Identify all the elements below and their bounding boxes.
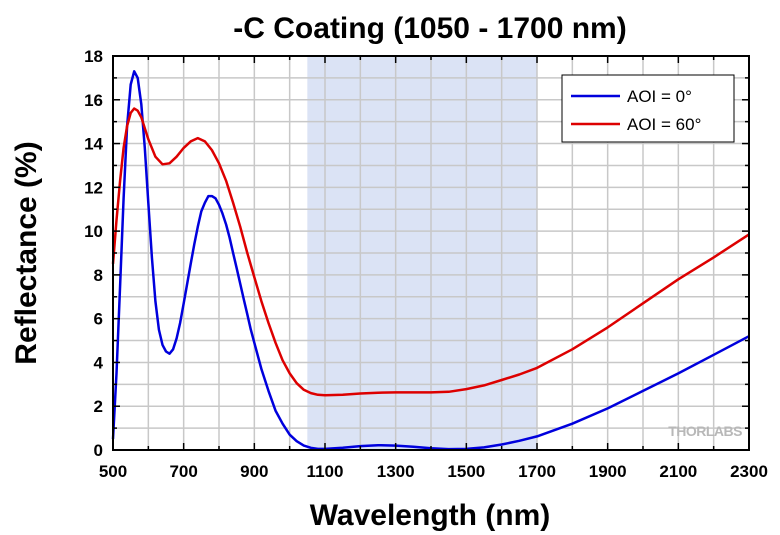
y-tick-label: 6	[94, 310, 103, 329]
y-tick-label: 16	[84, 91, 103, 110]
x-tick-label: 1500	[447, 462, 485, 481]
y-tick-label: 12	[84, 178, 103, 197]
x-axis-label: Wavelength (nm)	[310, 499, 551, 532]
x-tick-label: 2300	[730, 462, 768, 481]
legend-box	[561, 74, 735, 143]
x-tick-label: 1700	[518, 462, 556, 481]
tick-labels: 500 700 900 1100 1300 1500 1700 1900 2100 2300 0 2 4…	[84, 47, 768, 481]
x-tick-label: 1900	[589, 462, 627, 481]
y-tick-label: 14	[84, 135, 103, 154]
series-line-0	[111, 70, 750, 451]
x-tick-label: 500	[99, 462, 127, 481]
x-tick-label: 1300	[377, 462, 415, 481]
legend-label-aoi-0: AOI = 0°	[627, 87, 692, 106]
x-tick-label: 2100	[659, 462, 697, 481]
series-lines	[111, 70, 750, 451]
x-tick-label: 1100	[307, 462, 344, 481]
y-tick-label: 0	[94, 441, 103, 460]
thorlabs-watermark: THORLABS	[668, 423, 742, 439]
legend: AOI = 0° AOI = 60°	[561, 74, 735, 143]
y-tick-label: 4	[94, 353, 104, 372]
series-line-1	[111, 107, 750, 397]
legend-label-aoi-60: AOI = 60°	[627, 115, 701, 134]
y-tick-label: 8	[94, 266, 103, 285]
chart-title: -C Coating (1050 - 1700 nm)	[233, 12, 626, 45]
x-tick-label: 900	[240, 462, 268, 481]
y-tick-label: 10	[84, 222, 103, 241]
y-tick-label: 2	[94, 397, 103, 416]
x-tick-label: 700	[169, 462, 197, 481]
y-axis-label: Reflectance (%)	[10, 141, 43, 364]
axis-ticks	[112, 55, 750, 451]
y-tick-label: 18	[84, 47, 103, 66]
